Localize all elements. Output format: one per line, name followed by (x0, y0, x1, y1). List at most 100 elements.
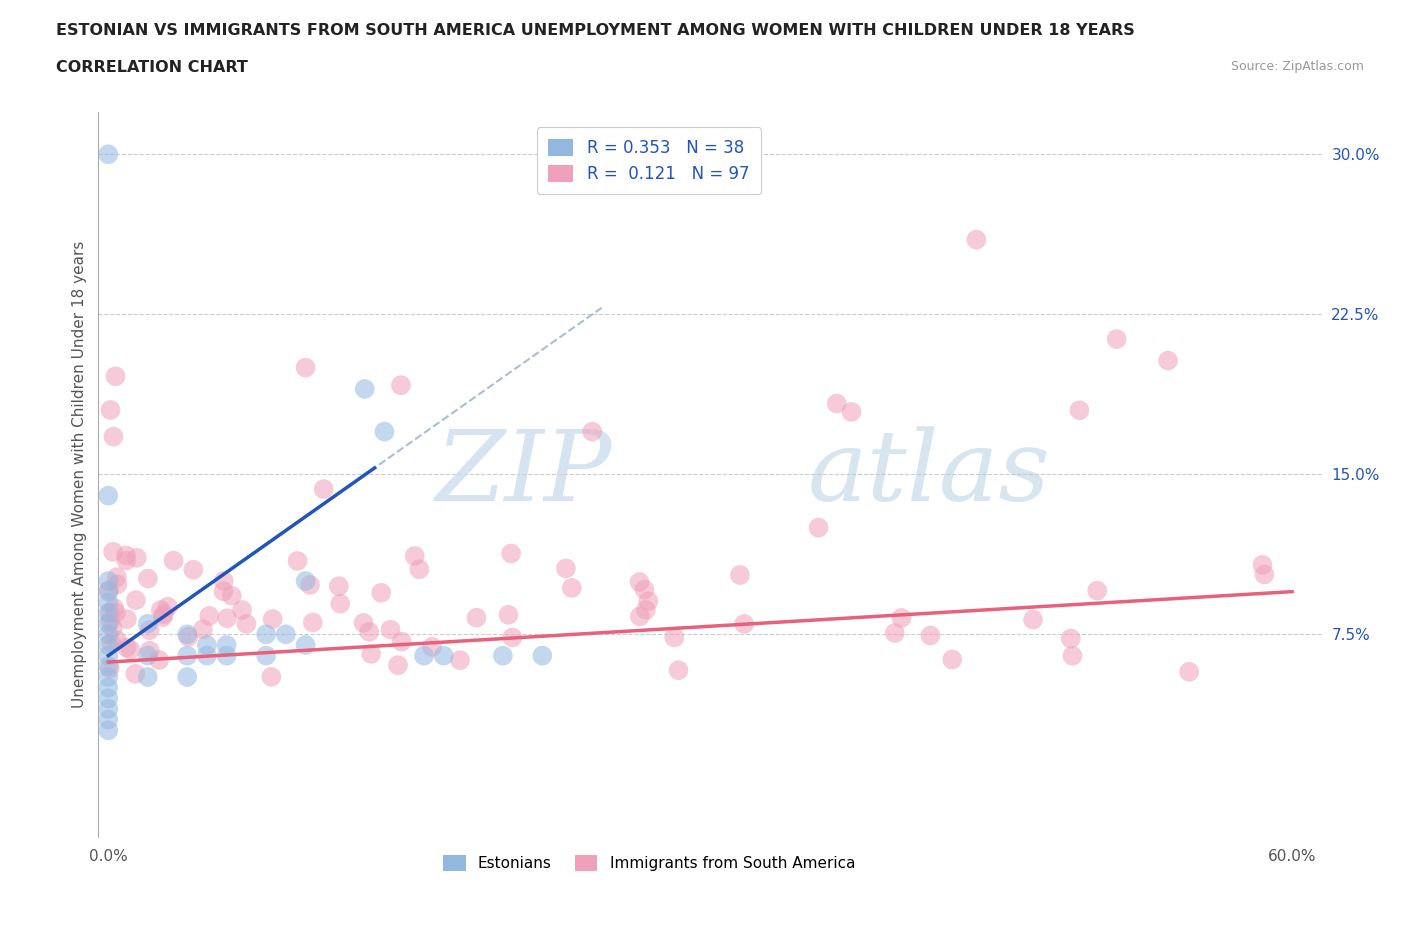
Point (97, 712, 120, 727)
Point (105, 577, 128, 591)
Point (136, 571, 159, 586)
Point (254, 627, 277, 642)
Point (634, 603, 657, 618)
Point (191, 622, 214, 637)
Point (136, 617, 159, 631)
Point (97, 691, 120, 706)
Text: atlas: atlas (808, 427, 1050, 522)
Point (104, 369, 127, 384)
Point (433, 648, 456, 663)
Point (97, 595, 120, 610)
Point (125, 592, 148, 607)
Point (124, 667, 146, 682)
Point (138, 623, 160, 638)
Point (97, 658, 120, 673)
Point (408, 562, 430, 577)
Point (215, 638, 238, 653)
Point (581, 424, 603, 439)
Point (825, 396, 848, 411)
Point (262, 612, 284, 627)
Point (148, 653, 170, 668)
Point (101, 544, 124, 559)
Point (212, 574, 235, 589)
Point (531, 648, 554, 663)
Point (1069, 403, 1091, 418)
Point (136, 670, 159, 684)
Point (98, 614, 121, 629)
Point (492, 648, 515, 663)
Point (294, 638, 316, 653)
Point (115, 612, 138, 627)
Point (176, 648, 198, 663)
Point (97, 680, 120, 695)
Point (807, 520, 830, 535)
Point (198, 608, 221, 623)
Point (449, 653, 471, 668)
Point (664, 630, 686, 644)
Point (212, 584, 235, 599)
Point (890, 611, 912, 626)
Point (235, 617, 257, 631)
Point (1251, 557, 1274, 572)
Point (628, 575, 651, 590)
Point (162, 553, 184, 568)
Point (329, 596, 352, 611)
Point (100, 635, 122, 650)
Point (1178, 664, 1201, 679)
Legend: Estonians, Immigrants from South America: Estonians, Immigrants from South America (433, 845, 865, 880)
Point (97, 627, 120, 642)
Point (420, 640, 443, 655)
Point (97, 723, 120, 737)
Point (1062, 648, 1084, 663)
Point (153, 606, 176, 621)
Point (176, 670, 198, 684)
Point (97, 574, 120, 589)
Point (176, 627, 198, 642)
Point (97, 701, 120, 716)
Point (299, 578, 322, 592)
Point (98, 605, 121, 620)
Point (633, 582, 655, 597)
Point (301, 615, 323, 630)
Point (97, 584, 120, 599)
Point (499, 546, 522, 561)
Point (177, 630, 200, 644)
Point (465, 610, 488, 625)
Point (100, 403, 122, 418)
Point (105, 632, 128, 647)
Point (353, 616, 375, 631)
Point (841, 405, 863, 419)
Point (195, 638, 218, 653)
Point (156, 599, 179, 614)
Point (195, 648, 218, 663)
Point (115, 553, 138, 568)
Point (103, 601, 125, 616)
Point (287, 553, 309, 568)
Point (98, 582, 121, 597)
Text: CORRELATION CHART: CORRELATION CHART (56, 60, 247, 75)
Point (328, 578, 350, 593)
Point (183, 563, 205, 578)
Point (231, 603, 253, 618)
Text: ZIP: ZIP (436, 427, 612, 522)
Point (668, 663, 690, 678)
Point (125, 551, 148, 565)
Point (413, 648, 436, 663)
Point (274, 627, 297, 642)
Point (97, 147, 120, 162)
Point (98, 661, 121, 676)
Point (389, 378, 412, 392)
Point (883, 626, 905, 641)
Point (1157, 353, 1180, 368)
Point (149, 603, 172, 618)
Point (370, 585, 392, 600)
Point (728, 567, 751, 582)
Point (941, 652, 963, 667)
Point (404, 549, 426, 564)
Point (97, 617, 120, 631)
Point (138, 644, 160, 658)
Point (136, 648, 159, 663)
Point (105, 570, 128, 585)
Point (294, 574, 316, 589)
Point (1105, 332, 1128, 347)
